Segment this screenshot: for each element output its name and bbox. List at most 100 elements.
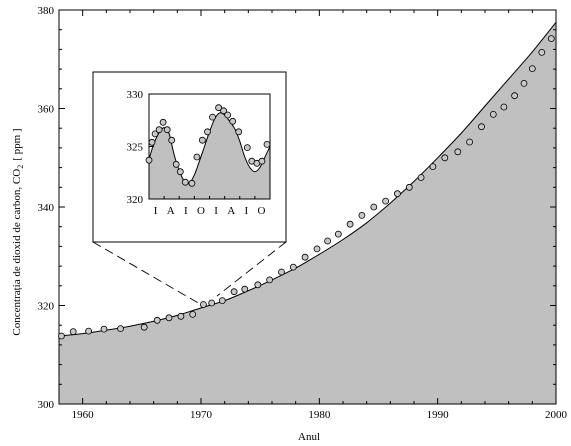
- inset-month-label: A: [227, 205, 235, 217]
- main-data-point: [153, 316, 161, 324]
- x-tick-label: 2000: [545, 409, 568, 421]
- inset-month-label: I: [154, 205, 158, 217]
- main-data-point: [429, 163, 437, 171]
- main-data-point: [208, 299, 216, 307]
- y-axis-title: Concentrația de dioxid de carbon, CO2 [ p…: [11, 128, 25, 335]
- y-tick-label: 300: [38, 399, 55, 411]
- inset-data-point: [148, 138, 156, 146]
- inset-data-point: [235, 128, 243, 136]
- main-data-point: [441, 154, 449, 162]
- inset-data-point: [224, 111, 232, 119]
- inset-data-point: [204, 128, 211, 136]
- y-axis-title-main: Concentrația de dioxid de carbon, CO: [11, 169, 23, 336]
- inset-data-point: [176, 168, 184, 176]
- inset-data-point: [263, 140, 271, 148]
- inset-data-point: [209, 113, 216, 121]
- main-data-point: [538, 49, 546, 56]
- inset-month-label: A: [167, 205, 175, 217]
- main-data-point: [417, 174, 425, 181]
- inset-data-point: [168, 136, 176, 144]
- x-tick-label: 1970: [190, 409, 213, 421]
- y-tick-label: 340: [38, 202, 55, 214]
- main-data-points: [58, 35, 555, 340]
- inset-data-point: [155, 126, 163, 134]
- inset-data-point: [215, 104, 223, 112]
- main-data-point: [528, 65, 536, 72]
- main-data-point: [140, 323, 148, 331]
- main-data-point: [313, 245, 321, 253]
- main-data-point: [370, 203, 378, 211]
- inset-month-label: I: [244, 205, 248, 217]
- main-data-point: [85, 327, 92, 335]
- main-data-point: [454, 148, 462, 156]
- main-data-point: [466, 138, 474, 146]
- y-tick-label: 320: [38, 301, 55, 313]
- main-data-point: [218, 297, 226, 305]
- inset-month-label: I: [214, 205, 218, 217]
- main-data-point: [289, 263, 297, 271]
- inset-data-point: [220, 107, 228, 115]
- inset-data-point: [163, 126, 171, 134]
- inset-month-label: O: [197, 205, 205, 217]
- main-data-point: [254, 281, 262, 289]
- main-data-point: [189, 310, 197, 318]
- inset-box: [92, 71, 287, 243]
- inset-data-point: [198, 136, 206, 144]
- main-data-point: [500, 103, 508, 111]
- main-data-point: [405, 183, 413, 191]
- main-data-point: [511, 92, 518, 100]
- x-tick-label: 1960: [72, 409, 95, 421]
- inset-month-label: O: [257, 205, 265, 217]
- main-data-point: [393, 190, 401, 198]
- main-data-point: [100, 325, 108, 333]
- main-data-point: [278, 268, 285, 276]
- inset-data-point: [243, 144, 251, 152]
- main-data-point: [520, 80, 528, 87]
- zoom-connector-left: [92, 241, 201, 305]
- inset-data-point: [181, 178, 189, 186]
- main-data-point: [117, 325, 124, 333]
- main-data-point: [266, 276, 274, 284]
- main-data-point: [241, 285, 249, 293]
- main-data-point: [230, 288, 238, 296]
- main-data-point: [177, 312, 185, 320]
- main-trend-line: [58, 21, 557, 337]
- main-data-point: [58, 332, 65, 340]
- main-data-point: [382, 197, 390, 205]
- inset-data-points: [145, 104, 271, 187]
- x-tick-label: 1990: [427, 409, 450, 421]
- y-tick-label: 380: [38, 5, 55, 17]
- x-tick-label: 1980: [308, 409, 331, 421]
- inset-data-point: [145, 156, 153, 164]
- inset-month-label: I: [184, 205, 188, 217]
- inset-area-fill: [149, 112, 270, 199]
- inset-data-point: [193, 153, 201, 161]
- main-data-point: [69, 328, 77, 336]
- inset-data-point: [188, 179, 196, 187]
- inset-data-point: [151, 130, 159, 138]
- main-data-point: [334, 230, 342, 238]
- x-axis-title: Anul: [298, 431, 320, 443]
- main-axis-ticks: 1960 1970 1980 1990 2000 300 320 340 360 380: [38, 5, 568, 421]
- main-plot: 1960 1970 1980 1990 2000 300 320 340 360 380 Anul…: [11, 5, 568, 443]
- inset-y-tick-label: 325: [127, 142, 144, 154]
- main-data-point: [165, 314, 173, 322]
- y-axis-title-unit: [ ppm ]: [11, 128, 23, 160]
- inset-data-point: [258, 157, 266, 165]
- y-tick-label: 360: [38, 104, 55, 116]
- inset-y-tick-label: 330: [127, 89, 144, 101]
- main-data-point: [346, 220, 354, 228]
- y-axis-title-sub: 2: [16, 165, 25, 169]
- main-data-point: [478, 123, 485, 131]
- main-data-point: [301, 253, 309, 261]
- zoom-connector-right: [216, 241, 287, 297]
- inset-y-tick-label: 320: [127, 194, 144, 206]
- main-data-point: [358, 211, 366, 219]
- main-data-point: [547, 35, 555, 42]
- main-area-fill: [59, 22, 556, 405]
- inset-data-point: [229, 117, 237, 125]
- main-data-point: [199, 301, 207, 308]
